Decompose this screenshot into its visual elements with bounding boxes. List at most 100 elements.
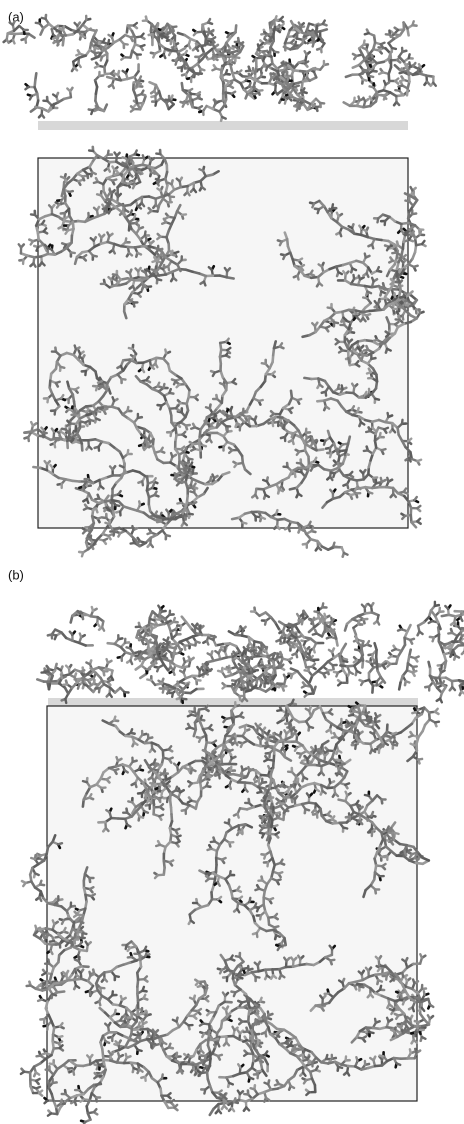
bond — [114, 73, 118, 75]
bond — [254, 93, 258, 94]
bond — [363, 298, 367, 299]
bond — [324, 441, 325, 445]
bond — [459, 680, 464, 682]
bond — [336, 673, 338, 677]
bond — [295, 42, 296, 46]
bond — [295, 86, 299, 87]
bond — [382, 449, 386, 450]
bond — [76, 54, 80, 56]
bond — [108, 168, 110, 172]
bond — [123, 163, 127, 165]
bond — [112, 180, 116, 181]
bond — [210, 477, 211, 481]
bond — [98, 517, 102, 518]
bond — [108, 534, 112, 536]
bond — [177, 503, 181, 504]
bond — [369, 76, 373, 77]
bond — [30, 96, 32, 100]
bond — [169, 647, 176, 649]
bond — [55, 636, 57, 640]
bond — [201, 69, 205, 70]
bond — [259, 400, 263, 401]
bond — [384, 428, 388, 430]
bond — [243, 523, 247, 524]
bond — [309, 522, 311, 526]
bond — [288, 77, 289, 81]
bond — [59, 29, 63, 31]
bond — [274, 341, 276, 348]
bond — [157, 279, 161, 280]
bond — [99, 688, 100, 692]
bond — [126, 238, 127, 242]
bond — [263, 480, 267, 481]
bond — [289, 658, 293, 660]
bond — [83, 176, 87, 177]
bond — [35, 873, 39, 875]
bond — [189, 459, 193, 460]
bond — [85, 421, 89, 423]
bond — [315, 612, 319, 613]
bond — [143, 445, 144, 449]
bond — [413, 21, 414, 25]
bond — [83, 933, 87, 934]
bond — [202, 445, 206, 446]
bond — [113, 250, 115, 254]
bond — [124, 179, 128, 180]
bond — [199, 169, 203, 171]
bond — [137, 82, 141, 84]
bond — [338, 385, 339, 389]
bond — [312, 204, 314, 208]
bond — [37, 247, 39, 251]
bond — [111, 677, 113, 681]
bond — [395, 90, 399, 91]
bond — [178, 412, 182, 413]
bond — [153, 54, 155, 58]
bond — [302, 760, 306, 761]
bond — [93, 256, 97, 257]
bond — [369, 492, 373, 493]
bond — [366, 431, 370, 432]
bond — [326, 392, 327, 396]
bond — [363, 48, 367, 50]
bond — [378, 980, 382, 982]
bond — [210, 638, 214, 640]
bond — [448, 633, 452, 634]
bond — [57, 41, 58, 45]
bond — [327, 637, 331, 639]
bond — [61, 367, 65, 368]
bond — [387, 349, 391, 351]
bond — [131, 660, 133, 664]
bond — [95, 45, 99, 46]
bond — [226, 70, 227, 74]
bond — [326, 326, 330, 328]
bond — [384, 81, 386, 85]
bond — [402, 420, 403, 424]
bond — [189, 45, 191, 49]
bond — [302, 620, 303, 624]
bond — [375, 399, 379, 400]
bond — [375, 1019, 376, 1023]
bond — [218, 671, 222, 672]
bond — [174, 381, 176, 385]
bond — [128, 801, 132, 802]
bond — [367, 273, 369, 277]
bond — [359, 276, 360, 280]
bond — [414, 266, 418, 267]
bond — [251, 650, 255, 651]
bond — [372, 686, 373, 693]
bond — [262, 363, 266, 364]
bond — [318, 209, 319, 213]
bond — [360, 987, 364, 988]
bond — [101, 57, 102, 61]
bond — [312, 438, 313, 442]
bond — [127, 407, 128, 411]
bond — [148, 533, 152, 534]
bond — [297, 463, 301, 464]
bond — [220, 383, 224, 385]
bond — [189, 514, 193, 515]
bond — [455, 656, 459, 658]
bond — [162, 222, 166, 224]
bond — [87, 499, 88, 503]
bond — [160, 406, 161, 410]
bond — [266, 67, 267, 71]
